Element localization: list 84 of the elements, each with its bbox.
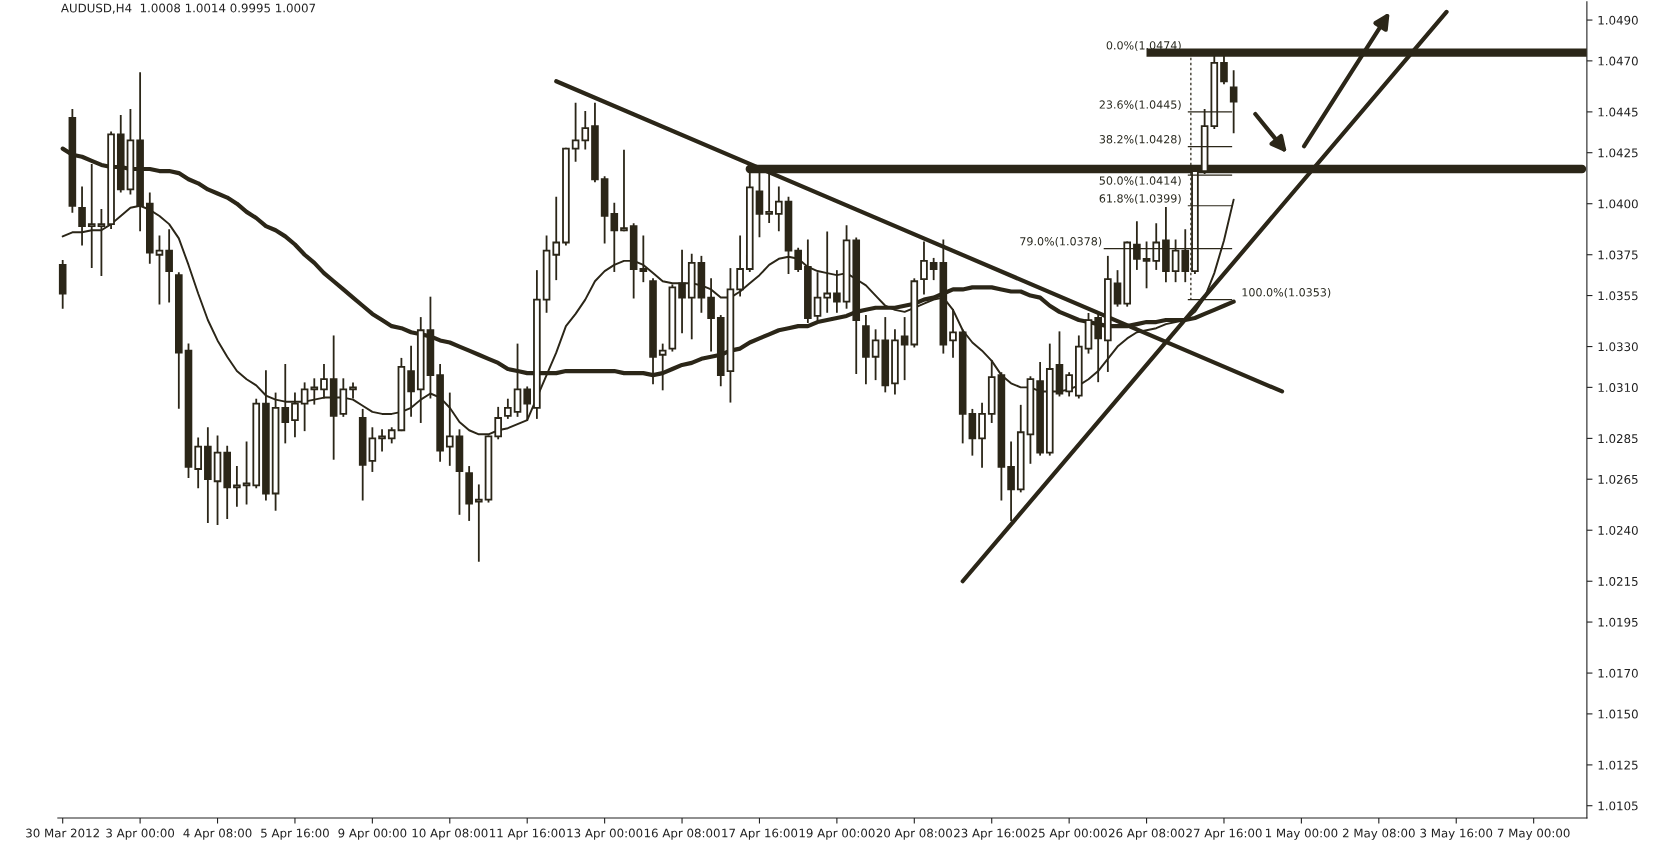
candlestick <box>233 466 241 507</box>
candlestick <box>581 110 590 150</box>
candlestick <box>523 386 532 421</box>
y-tick-label: 1.0490 <box>1598 15 1638 25</box>
candlestick <box>165 229 173 303</box>
chart-title: AUDUSD,H4 1.0008 1.0014 0.9995 1.0007 <box>61 3 316 14</box>
candlestick <box>571 102 580 162</box>
y-tick-label: 1.0240 <box>1598 525 1638 535</box>
y-tick-label: 1.0285 <box>1598 434 1638 444</box>
candlestick <box>900 317 909 381</box>
x-tick-label: 30 Mar 2012 <box>26 828 99 838</box>
candlestick <box>155 235 164 305</box>
y-tick-label: 1.0330 <box>1598 342 1638 352</box>
x-tick-label: 17 Apr 16:00 <box>722 828 798 840</box>
candlestick <box>794 247 802 272</box>
y-tick-label: 1.0425 <box>1598 148 1638 158</box>
x-tick-label: 26 Apr 08:00 <box>1108 828 1185 840</box>
candlestick <box>823 231 832 313</box>
x-tick-label: 4 Apr 08:00 <box>183 828 252 840</box>
ref-line-label: 0.0%(1.0474) <box>1106 40 1181 51</box>
y-tick-label: 1.0400 <box>1598 199 1638 209</box>
candlestick <box>368 427 377 472</box>
x-tick-label: 27 Apr 16:00 <box>1186 828 1262 840</box>
candlestick <box>97 208 106 277</box>
candlestick <box>1007 441 1015 521</box>
y-tick-label: 1.0470 <box>1598 56 1638 66</box>
candlestick <box>552 196 561 281</box>
y-tick-label: 1.0125 <box>1598 760 1638 770</box>
x-tick-label: 3 May 16:00 <box>1420 828 1493 840</box>
candlestick <box>310 378 319 405</box>
candlestick <box>736 235 744 297</box>
candlestick <box>300 382 309 432</box>
candlestick <box>871 329 880 381</box>
y-tick-label: 1.0150 <box>1598 709 1638 719</box>
candlestick <box>678 249 686 334</box>
candlestick <box>1065 372 1073 397</box>
ref-line-label: 100.0%(1.0353) <box>1242 287 1331 298</box>
candlestick <box>475 484 483 562</box>
x-tick-label: 9 Apr 00:00 <box>338 828 407 840</box>
candlestick <box>610 202 619 272</box>
x-tick-label: 20 Apr 08:00 <box>876 828 953 840</box>
x-tick-label: 13 Apr 00:00 <box>567 828 643 840</box>
y-tick-label: 1.0375 <box>1598 250 1638 260</box>
candlestick <box>707 278 715 352</box>
y-tick-label: 1.0215 <box>1598 576 1638 586</box>
ref-line-label: 79.0%(1.0378) <box>1020 236 1102 247</box>
ref-line-label: 23.6%(1.0445) <box>1099 100 1181 111</box>
candlestick <box>1113 270 1122 307</box>
candlestick <box>194 437 202 489</box>
y-tick-label: 1.0195 <box>1598 617 1638 627</box>
candlestick <box>775 186 783 232</box>
candlestick <box>378 429 386 452</box>
x-tick-label: 10 Apr 08:00 <box>412 828 488 840</box>
candlestick <box>833 270 841 313</box>
y-tick-label: 1.0310 <box>1598 383 1638 393</box>
y-tick-label: 1.0105 <box>1598 801 1638 811</box>
ref-line-label: 61.8%(1.0399) <box>1099 194 1181 204</box>
candlestick <box>504 398 512 419</box>
x-tick-label: 1 May 00:00 <box>1265 828 1338 840</box>
ref-line-label: 38.2%(1.0428) <box>1099 134 1181 145</box>
candlestick <box>929 257 938 281</box>
candlestick <box>813 272 822 321</box>
x-tick-label: 7 May 00:00 <box>1497 828 1570 840</box>
candlestick <box>242 441 251 505</box>
x-tick-label: 5 Apr 16:00 <box>261 828 329 840</box>
x-tick-label: 23 Apr 16:00 <box>954 828 1030 840</box>
x-tick-label: 25 Apr 00:00 <box>1031 828 1107 840</box>
candlestick <box>639 235 648 283</box>
x-tick-label: 11 Apr 16:00 <box>490 828 565 840</box>
x-tick-label: 2 May 08:00 <box>1342 828 1415 840</box>
x-tick-label: 3 Apr 00:00 <box>106 828 175 840</box>
y-tick-label: 1.0265 <box>1598 474 1638 484</box>
candlestick <box>620 149 628 232</box>
ref-line-label: 50.0%(1.0414) <box>1099 176 1181 187</box>
candlestick <box>920 241 928 295</box>
x-tick-label: 16 Apr 08:00 <box>644 828 720 840</box>
candlestick <box>949 308 957 358</box>
candlestick <box>407 345 415 417</box>
y-tick-label: 1.0355 <box>1598 291 1638 301</box>
x-tick-label: 19 Apr 00:00 <box>799 828 875 840</box>
candlestick <box>320 364 328 399</box>
candlestick <box>349 382 357 399</box>
y-tick-label: 1.0170 <box>1598 668 1638 678</box>
y-tick-label: 1.0445 <box>1598 107 1638 117</box>
